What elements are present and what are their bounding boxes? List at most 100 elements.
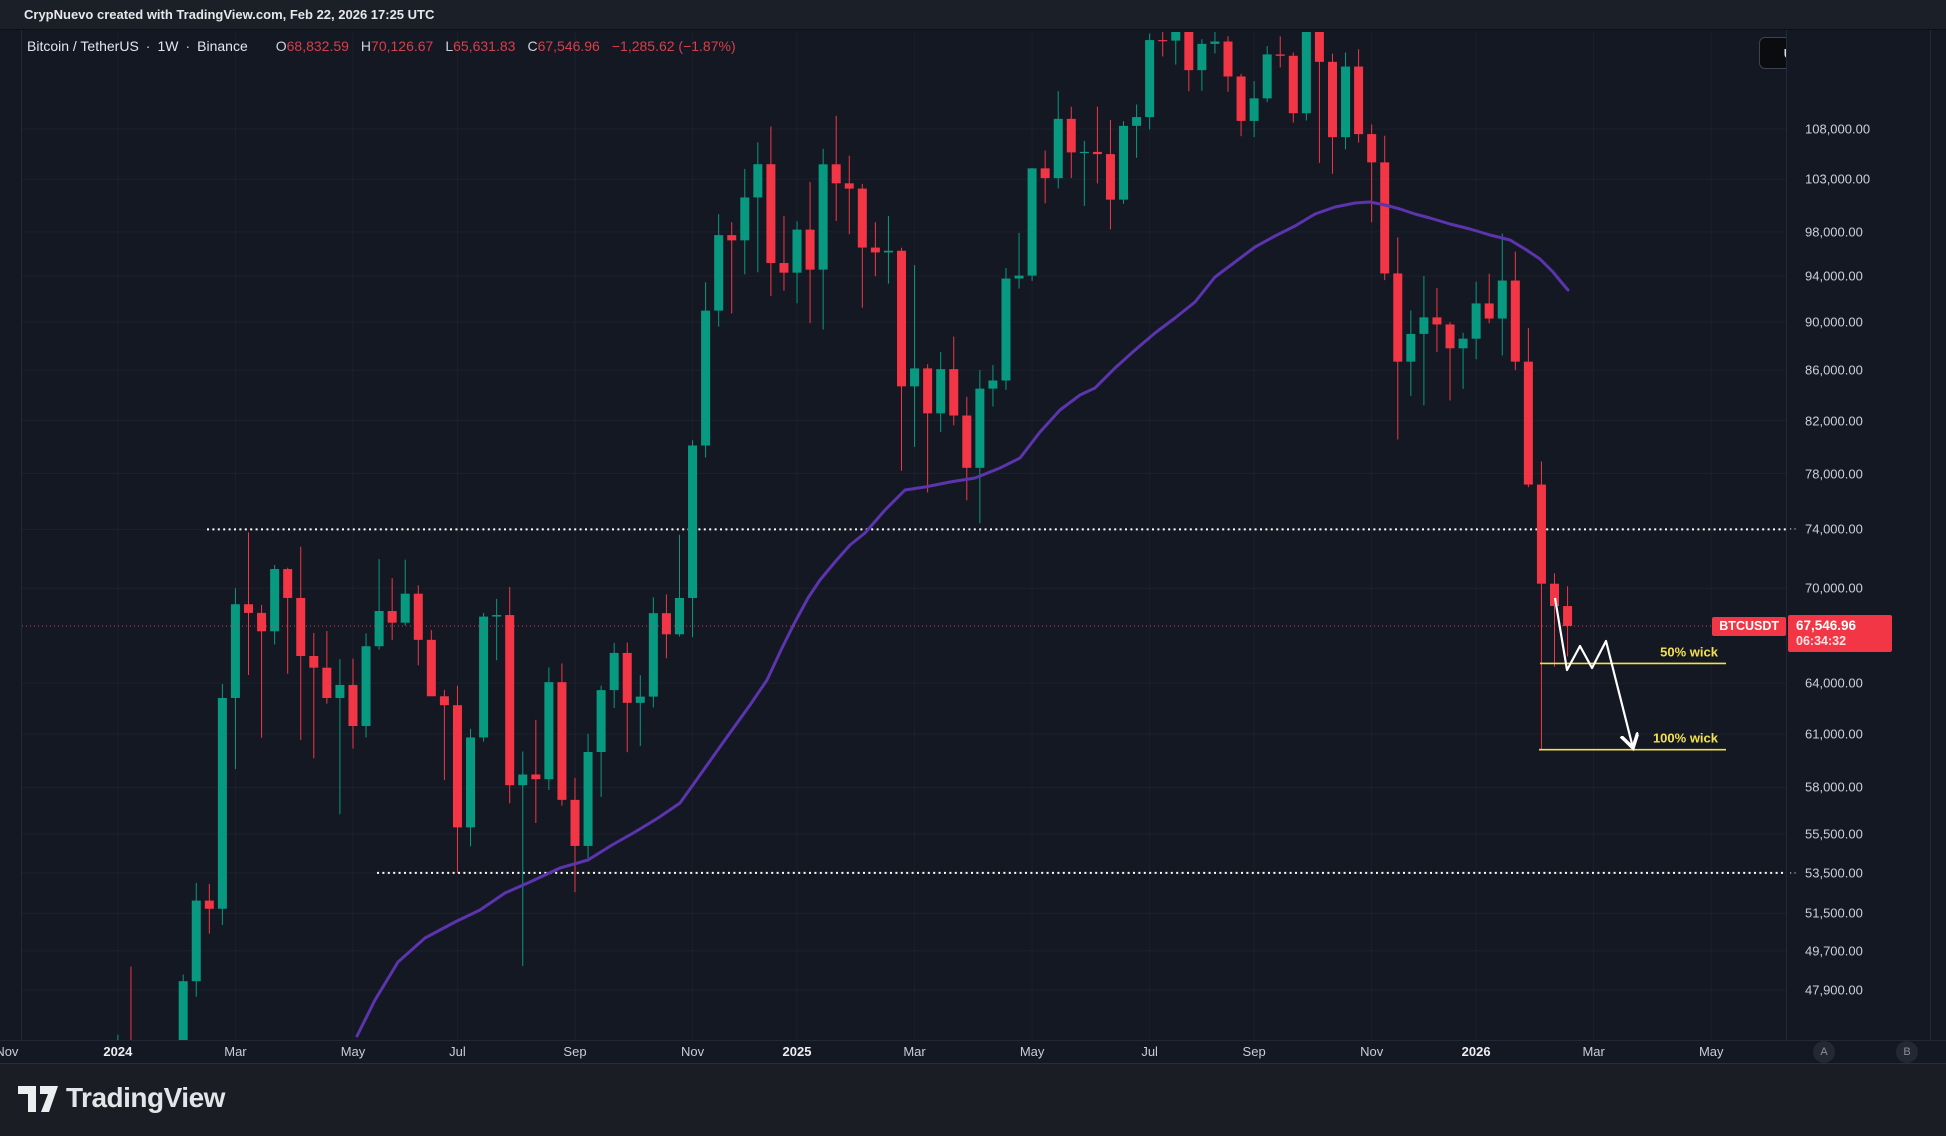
price-tick-label: 49,700.00	[1805, 943, 1863, 959]
price-tick-label: 64,000.00	[1805, 675, 1863, 691]
candle-body	[596, 690, 606, 753]
candle-body	[1314, 32, 1324, 62]
tradingview-logo-icon[interactable]	[17, 1085, 59, 1120]
candle-body	[518, 774, 528, 786]
candle-body	[648, 613, 658, 697]
candle-body	[1445, 324, 1455, 349]
price-tick-label: 61,000.00	[1805, 726, 1863, 742]
candle-body	[883, 250, 893, 253]
candle-body	[1027, 168, 1037, 276]
candle-body	[426, 639, 436, 697]
price-tick-label: 103,000.00	[1805, 171, 1871, 187]
candle-body	[230, 604, 240, 698]
open-value: 68,832.59	[286, 38, 349, 54]
price-tick-label: 58,000.00	[1805, 779, 1863, 795]
candle-body	[583, 752, 593, 846]
candle-body	[204, 900, 214, 909]
candle-body	[1184, 32, 1194, 71]
high-key: H	[360, 38, 372, 54]
close-value: 67,546.96	[537, 38, 600, 54]
candle-body	[1432, 317, 1442, 325]
candle-body	[779, 263, 789, 273]
candle-body	[609, 652, 619, 691]
attribution-bar: CrypNuevo created with TradingView.com, …	[0, 0, 1946, 30]
price-tick-label: 47,900.00	[1805, 982, 1863, 998]
candle-body	[1497, 280, 1507, 319]
candle-body	[1132, 117, 1142, 126]
pane-left-border	[21, 30, 22, 1063]
price-tick-label: 51,500.00	[1805, 905, 1863, 921]
time-tick-label: Jul	[1141, 1044, 1158, 1059]
interval-label[interactable]: 1W	[157, 38, 179, 54]
time-axis[interactable]: Nov 2024 Mar May Jul Sep Nov 2025 Mar May Jul Sep No…	[0, 1040, 1946, 1064]
candle-body	[1341, 66, 1351, 138]
candle-body	[439, 696, 449, 706]
level-line-stub: ··	[1789, 523, 1798, 535]
candle-body	[975, 388, 985, 468]
price-tick-label: 70,000.00	[1805, 580, 1863, 596]
candle-body	[309, 656, 319, 668]
last-price-axis-label: 67,546.96 06:34:32	[1788, 615, 1892, 652]
candle-body	[857, 188, 867, 248]
candle-body	[270, 569, 280, 632]
candle-body	[505, 615, 515, 786]
open-key: O	[275, 38, 287, 54]
candle-body	[792, 229, 802, 273]
candle-body	[818, 164, 828, 270]
time-tick-label: Nov	[1360, 1044, 1384, 1059]
candle-body	[1158, 40, 1168, 42]
candle-body	[1523, 361, 1533, 485]
candle-body	[257, 612, 267, 632]
candle-body	[1380, 162, 1390, 274]
exchange-label: Binance	[197, 38, 248, 54]
candle-body	[296, 597, 306, 657]
screenshot-marker-b-button[interactable]: B	[1896, 1041, 1918, 1063]
price-tick-label: 98,000.00	[1805, 224, 1863, 240]
candle-body	[1393, 273, 1403, 362]
price-axis[interactable]: 108,000.00 103,000.00 98,000.00 94,000.00 90…	[1786, 30, 1931, 1040]
legend-separator: ·	[185, 38, 191, 54]
bottom-toolbar: TradingView	[0, 1063, 1946, 1136]
candle-body	[570, 799, 580, 846]
right-gutter	[1930, 30, 1946, 1063]
ohlc-values: O68,832.59 H70,126.67 L65,631.83 C67,546.96…	[264, 38, 736, 54]
low-value: 65,631.83	[453, 38, 516, 54]
attribution-text: CrypNuevo created with TradingView.com, …	[24, 7, 435, 22]
high-value: 70,126.67	[371, 38, 434, 54]
candle-body	[870, 247, 880, 253]
candle-body	[1092, 151, 1102, 155]
candle-body	[936, 369, 946, 414]
candle-body	[335, 684, 345, 698]
candle-body	[674, 597, 684, 635]
screenshot-marker-a-button[interactable]: A	[1813, 1041, 1835, 1063]
candle-body	[1119, 125, 1129, 200]
candle-body	[348, 684, 358, 727]
price-tick-label: 78,000.00	[1805, 466, 1863, 482]
tradingview-wordmark[interactable]: TradingView	[66, 1082, 225, 1113]
candle-body	[1406, 333, 1416, 362]
time-tick-label: Nov	[680, 1044, 705, 1059]
symbol-title[interactable]: Bitcoin / TetherUS	[27, 38, 139, 54]
price-tick-label: 90,000.00	[1805, 314, 1863, 330]
time-tick-label: Nov	[0, 1044, 19, 1059]
candle-body	[1197, 43, 1207, 71]
candle-body	[1040, 168, 1050, 179]
change-value: −1,285.62 (−1.87%)	[611, 38, 736, 54]
ma-line	[355, 200, 1570, 1038]
candle-body	[217, 697, 227, 909]
legend-separator: ·	[145, 38, 151, 54]
candle-body	[1001, 278, 1011, 381]
candle-body	[1171, 32, 1181, 41]
candle-body	[805, 229, 815, 270]
candle-body	[1210, 41, 1220, 44]
candle-body	[635, 696, 645, 703]
time-tick-label: Mar	[1582, 1044, 1605, 1059]
candle-body	[714, 235, 724, 311]
candle-body	[949, 369, 959, 416]
candle-body	[466, 737, 476, 828]
time-tick-label: May	[1698, 1044, 1724, 1059]
candle-body	[361, 646, 371, 727]
candle-body	[701, 310, 711, 446]
